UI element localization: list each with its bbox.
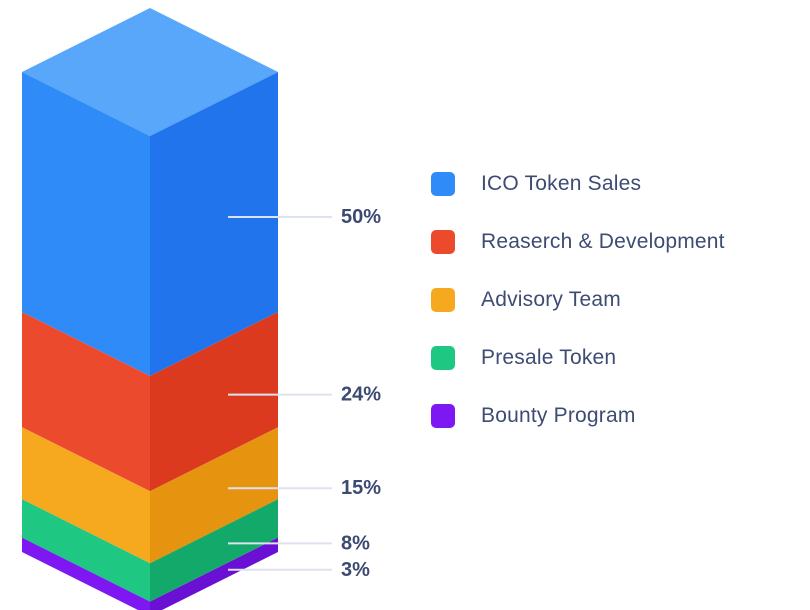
legend-label-1: Reaserch & Development [481, 230, 725, 253]
legend-label-2: Advisory Team [481, 288, 621, 311]
bar-right-face-3 [150, 499, 278, 602]
bar-left-face-2 [22, 427, 150, 564]
chart-legend: ICO Token Sales Reaserch & Development Adv… [431, 172, 725, 428]
bar-right-face-2 [150, 427, 278, 564]
value-label-3: 8% [341, 532, 370, 554]
legend-label-3: Presale Token [481, 346, 617, 369]
legend-swatch-0 [431, 172, 455, 196]
bar-right-face-4 [150, 537, 278, 610]
legend-item-2: Advisory Team [431, 288, 725, 312]
legend-item-0: ICO Token Sales [431, 172, 725, 196]
bar-left-face-4 [22, 537, 150, 610]
legend-swatch-2 [431, 288, 455, 312]
bar-right-face-1 [150, 312, 278, 492]
legend-item-4: Bounty Program [431, 404, 725, 428]
bar-right-face-0 [150, 72, 278, 376]
value-label-4: 3% [341, 559, 370, 581]
legend-swatch-3 [431, 346, 455, 370]
legend-item-3: Presale Token [431, 346, 725, 370]
legend-label-0: ICO Token Sales [481, 172, 642, 195]
legend-item-1: Reaserch & Development [431, 230, 725, 254]
value-label-1: 24% [341, 384, 381, 406]
bar-left-face-1 [22, 312, 150, 492]
bar-left-face-0 [22, 72, 150, 376]
legend-swatch-1 [431, 230, 455, 254]
legend-swatch-4 [431, 404, 455, 428]
value-label-0: 50% [341, 206, 381, 228]
bar-left-face-3 [22, 499, 150, 602]
value-label-2: 15% [341, 477, 381, 499]
legend-label-4: Bounty Program [481, 404, 636, 427]
